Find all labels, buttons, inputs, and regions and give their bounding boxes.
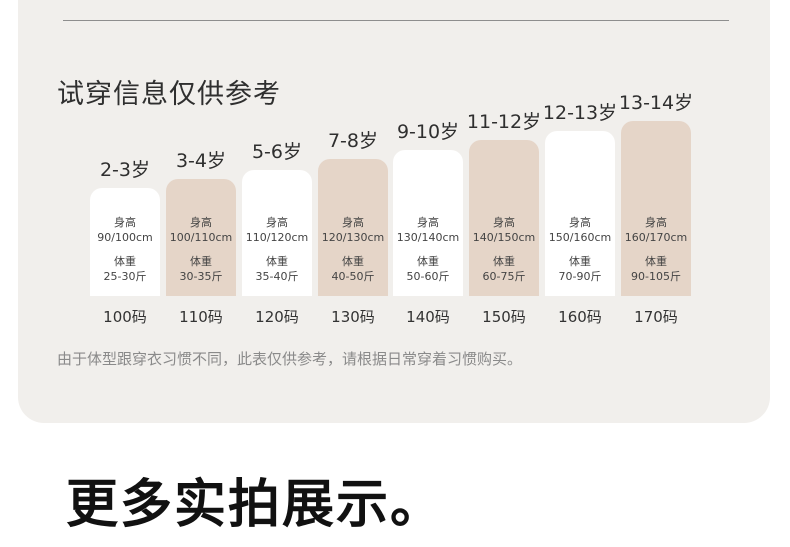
size-bar: [621, 121, 691, 296]
weight-value: 70-90斤: [558, 270, 602, 283]
height-label: 身高: [493, 216, 515, 229]
age-range-label: 12-13岁: [542, 102, 618, 124]
height-label: 身高: [569, 216, 591, 229]
height-value: 150/160cm: [548, 231, 612, 244]
weight-value: 60-75斤: [482, 270, 526, 283]
weight-label: 体重: [417, 255, 439, 268]
size-column: 7-8岁身高 120/130cm 体重 40-50斤 130码: [318, 0, 388, 340]
gallery-heading: 更多实拍展示。: [66, 475, 445, 535]
height-value: 90/100cm: [97, 231, 153, 244]
height-label: 身高: [114, 216, 136, 229]
size-code-label: 120码: [255, 308, 299, 326]
size-bar: [166, 179, 236, 296]
size-bar: [393, 150, 463, 296]
weight-value: 25-30斤: [103, 270, 147, 283]
age-range-label: 9-10岁: [396, 121, 460, 143]
size-bar: [545, 131, 615, 296]
age-range-label: 7-8岁: [327, 130, 379, 152]
size-code-label: 110码: [179, 308, 223, 326]
size-chart: 2-3岁身高 90/100cm 体重 25-30斤 100码 3-4岁身高 100/110c…: [90, 0, 693, 340]
size-column: 2-3岁身高 90/100cm 体重 25-30斤 100码: [90, 0, 160, 340]
size-bar: [469, 140, 539, 296]
size-column: 13-14岁身高 160/170cm 体重 90-105斤 170码: [619, 0, 693, 340]
height-label: 身高: [417, 216, 439, 229]
height-label: 身高: [266, 216, 288, 229]
disclaimer-note: 由于体型跟穿衣习惯不同，此表仅供参考，请根据日常穿着习惯购买。: [57, 350, 523, 368]
age-range-label: 11-12岁: [466, 111, 542, 133]
height-value: 140/150cm: [472, 231, 536, 244]
divider: [63, 20, 729, 21]
size-bar: [318, 159, 388, 296]
weight-value: 30-35斤: [179, 270, 223, 283]
weight-value: 35-40斤: [255, 270, 299, 283]
age-range-label: 3-4岁: [175, 150, 227, 172]
size-column: 5-6岁身高 110/120cm 体重 35-40斤 120码: [242, 0, 312, 340]
height-label: 身高: [342, 216, 364, 229]
size-code-label: 130码: [331, 308, 375, 326]
size-code-label: 170码: [634, 308, 678, 326]
age-range-label: 5-6岁: [251, 141, 303, 163]
weight-label: 体重: [645, 255, 667, 268]
age-range-label: 2-3岁: [99, 159, 151, 181]
weight-label: 体重: [190, 255, 212, 268]
weight-label: 体重: [569, 255, 591, 268]
size-code-label: 100码: [103, 308, 147, 326]
size-bar: [90, 188, 160, 296]
size-column: 3-4岁身高 100/110cm 体重 30-35斤 110码: [166, 0, 236, 340]
height-value: 100/110cm: [169, 231, 233, 244]
size-column: 9-10岁身高 130/140cm 体重 50-60斤 140码: [393, 0, 463, 340]
section-title: 试穿信息仅供参考: [57, 79, 281, 110]
size-bar: [242, 170, 312, 296]
weight-value: 50-60斤: [406, 270, 450, 283]
height-value: 120/130cm: [321, 231, 385, 244]
height-value: 130/140cm: [396, 231, 460, 244]
weight-value: 90-105斤: [631, 270, 681, 283]
weight-label: 体重: [493, 255, 515, 268]
weight-label: 体重: [114, 255, 136, 268]
weight-value: 40-50斤: [331, 270, 375, 283]
height-label: 身高: [645, 216, 667, 229]
height-value: 160/170cm: [624, 231, 688, 244]
age-range-label: 13-14岁: [618, 92, 694, 114]
weight-label: 体重: [342, 255, 364, 268]
size-column: 11-12岁身高 140/150cm 体重 60-75斤 150码: [467, 0, 541, 340]
height-label: 身高: [190, 216, 212, 229]
size-code-label: 150码: [482, 308, 526, 326]
size-column: 12-13岁身高 150/160cm 体重 70-90斤 160码: [543, 0, 617, 340]
size-code-label: 160码: [558, 308, 602, 326]
weight-label: 体重: [266, 255, 288, 268]
height-value: 110/120cm: [245, 231, 309, 244]
size-code-label: 140码: [406, 308, 450, 326]
